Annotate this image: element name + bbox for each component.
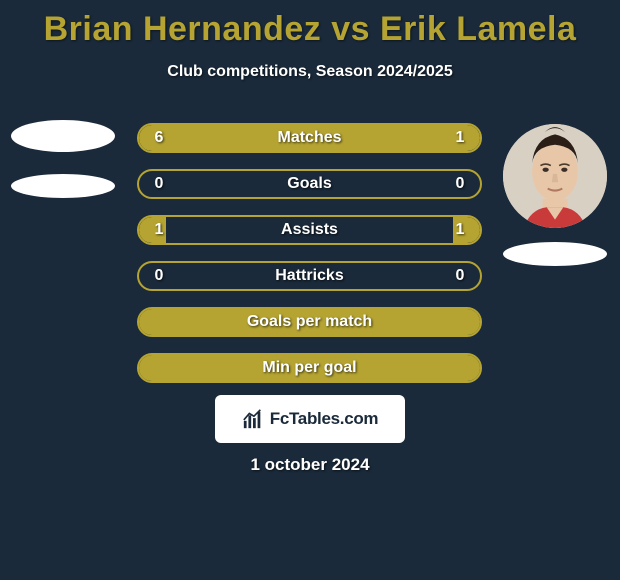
player-right-avatar-stack [490,124,620,266]
stat-label: Min per goal [139,355,480,381]
fctables-badge: FcTables.com [215,395,405,443]
player-left-placeholder-1 [11,120,115,152]
fctables-badge-text: FcTables.com [270,409,379,429]
comparison-title: Brian Hernandez vs Erik Lamela [0,0,620,49]
fctables-logo-icon [242,408,264,430]
stat-bar-row: Min per goal [137,353,482,383]
player-right-avatar [503,124,607,228]
stat-bars: 61Matches 00Goals 11Assists 00Hattricks Goal… [137,123,482,399]
stat-label: Hattricks [139,263,480,289]
stat-label: Goals per match [139,309,480,335]
player-left-avatar-stack [8,120,118,198]
stat-bar-row: 61Matches [137,123,482,153]
stat-bar-row: 00Goals [137,169,482,199]
stat-bar-row: Goals per match [137,307,482,337]
comparison-subtitle: Club competitions, Season 2024/2025 [0,63,620,81]
stat-label: Matches [139,125,480,151]
player-right-team-placeholder [503,242,607,266]
stat-label: Goals [139,171,480,197]
player-right-avatar-image [503,124,607,228]
stat-label: Assists [139,217,480,243]
date-text: 1 october 2024 [0,455,620,475]
stat-bar-row: 11Assists [137,215,482,245]
stat-bar-row: 00Hattricks [137,261,482,291]
player-left-placeholder-2 [11,174,115,198]
